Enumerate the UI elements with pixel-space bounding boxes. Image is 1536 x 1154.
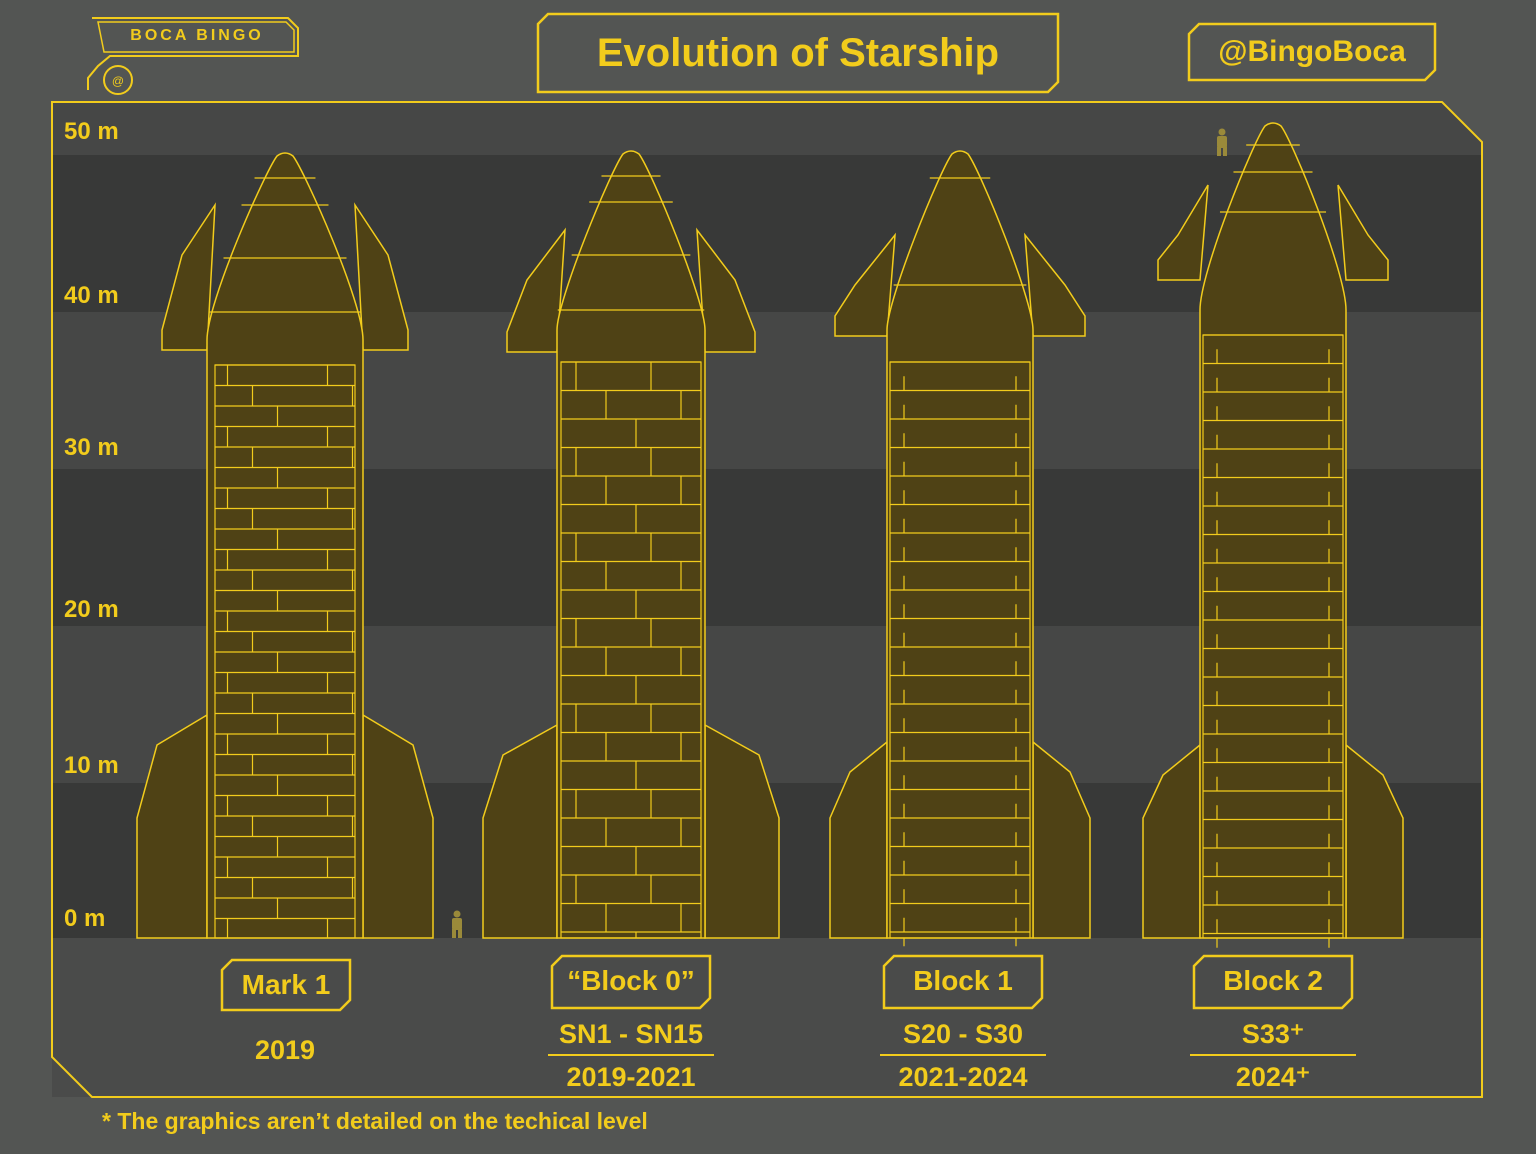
logo-text: BOCA BINGO [130, 27, 264, 44]
version-box [220, 958, 352, 1012]
version-years-mark1: 2019 [254, 1035, 316, 1065]
y-label-10: 10 m [64, 752, 119, 779]
y-label-50: 50 m [64, 118, 119, 145]
version-name-block2: Block 2 [1223, 965, 1323, 996]
forward-flap-left [1157, 184, 1209, 281]
logo-frame [87, 17, 299, 90]
rocket-block2 [1142, 122, 1404, 948]
version-serial-block1: S20 - S30 [902, 1019, 1024, 1049]
version-serial-block2: S33⁺ [1241, 1019, 1305, 1049]
human-scale-icon [1217, 128, 1227, 156]
ship-body [886, 150, 1034, 939]
y-label-40: 40 m [64, 282, 119, 309]
human-leg [452, 929, 456, 938]
social-handle: @BingoBoca [1218, 35, 1406, 68]
version-years-block0: 2019-2021 [566, 1062, 696, 1092]
handle-box [1187, 22, 1437, 82]
label-area [52, 938, 1482, 1097]
forward-flap-right [1337, 184, 1389, 281]
version-serial-block0: SN1 - SN15 [558, 1019, 704, 1049]
y-label-30: 30 m [64, 434, 119, 461]
version-years-block2: 2024⁺ [1235, 1062, 1311, 1092]
footnote: * The graphics aren’t detailed on the te… [102, 1108, 648, 1134]
version-box [550, 954, 712, 1010]
human-head [1218, 128, 1226, 136]
version-box [1192, 954, 1354, 1010]
page-title: Evolution of Starship [596, 30, 1000, 75]
human-torso [1217, 136, 1227, 148]
rocket-mark1 [136, 152, 434, 939]
version-name-mark1: Mark 1 [241, 969, 331, 1000]
version-name-block0: “Block 0” [567, 965, 695, 996]
human-head [453, 910, 461, 918]
logo-circle [103, 65, 133, 95]
human-scale-icon [452, 910, 462, 938]
ship-body [1199, 122, 1347, 939]
human-leg [1217, 147, 1221, 156]
y-label-0: 0 m [64, 905, 106, 932]
human-leg [458, 929, 462, 938]
y-label-20: 20 m [64, 596, 119, 623]
version-name-block1: Block 1 [913, 965, 1013, 996]
rocket-block1 [829, 150, 1091, 947]
logo-frame-inner [97, 21, 295, 53]
rocket-block0 [482, 150, 780, 939]
title-box [536, 12, 1060, 94]
logo-mark: @ [112, 74, 124, 88]
human-torso [452, 918, 462, 930]
ship-body [556, 150, 706, 939]
human-leg [1223, 147, 1227, 156]
version-years-block1: 2021-2024 [898, 1062, 1028, 1092]
chart-frame [51, 101, 1483, 1098]
version-box [882, 954, 1044, 1010]
ship-body [206, 152, 364, 939]
